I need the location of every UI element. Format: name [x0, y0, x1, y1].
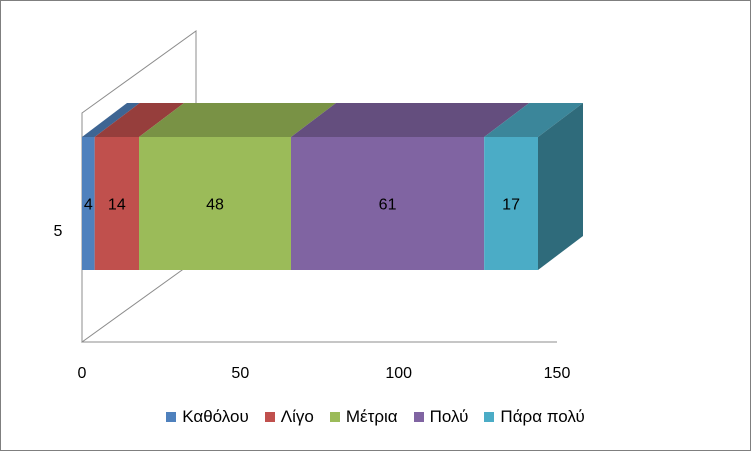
- category-label: 5: [54, 223, 63, 240]
- bar-segment-top: [82, 103, 140, 137]
- legend-swatch: [329, 412, 340, 422]
- legend-label: Πάρα πολύ: [500, 407, 585, 426]
- legend-label: Πολύ: [429, 407, 469, 426]
- legend-item: Μέτρια: [329, 407, 398, 427]
- bar-segment: [139, 137, 291, 270]
- bar-segment-top: [484, 103, 583, 137]
- bar-segment: [484, 137, 538, 270]
- bar-segment: [94, 137, 139, 270]
- data-label: 14: [108, 197, 126, 214]
- data-label: 61: [379, 197, 397, 214]
- chart-legend: Καθόλου Λίγο Μέτρια Πολύ Πάρα πολύ: [0, 407, 751, 427]
- bar-segment-top: [139, 103, 336, 137]
- data-label: 48: [206, 197, 224, 214]
- x-tick-label: 150: [544, 365, 571, 382]
- legend-item: Καθόλου: [166, 407, 249, 427]
- bar-segment-side: [538, 103, 583, 270]
- bar-segment-top: [291, 103, 530, 137]
- legend-item: Λίγο: [264, 407, 314, 427]
- x-tick-label: 100: [385, 365, 412, 382]
- legend-swatch: [484, 412, 495, 422]
- bar-segment: [291, 137, 485, 270]
- legend-swatch: [413, 412, 424, 422]
- bar-segment: [82, 137, 95, 270]
- legend-swatch: [264, 412, 275, 422]
- legend-swatch: [166, 412, 177, 422]
- legend-label: Καθόλου: [182, 407, 249, 426]
- legend-item: Πάρα πολύ: [484, 407, 585, 427]
- legend-item: Πολύ: [413, 407, 469, 427]
- x-tick-label: 50: [231, 365, 249, 382]
- legend-label: Μέτρια: [345, 407, 398, 426]
- data-label: 17: [502, 197, 520, 214]
- bar-segment-top: [94, 103, 184, 137]
- legend-label: Λίγο: [280, 407, 314, 426]
- data-label: 4: [84, 197, 93, 214]
- x-tick-label: 0: [78, 365, 87, 382]
